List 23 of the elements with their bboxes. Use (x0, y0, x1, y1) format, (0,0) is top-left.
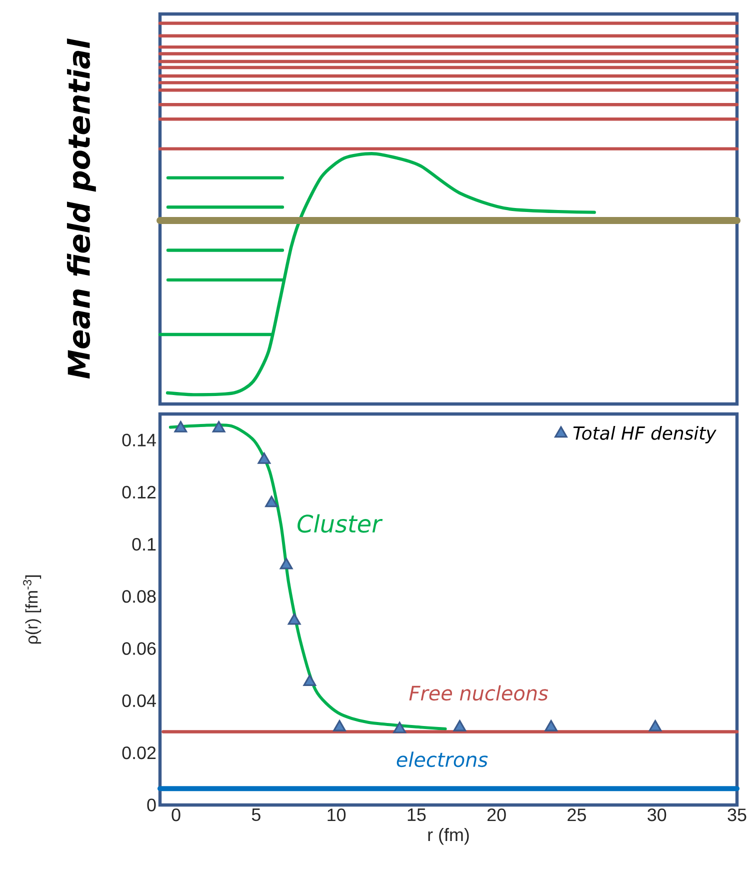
y-tick-label: 0 (147, 798, 156, 812)
y-axis-title: ρ(r) [fm$^{-3}$] (23, 575, 42, 644)
legend-label: Total HF density (573, 426, 716, 444)
y-tick-label: 0.14 (122, 434, 156, 446)
x-tick-label: 10 (328, 808, 346, 822)
y-tick-label: 0.02 (122, 746, 156, 760)
series-label: Cluster (298, 514, 383, 533)
x-tick-label: 0 (172, 808, 180, 822)
x-tick-label: 15 (408, 808, 426, 822)
x-tick-label: 5 (252, 808, 260, 822)
y-tick-label: 0.1 (132, 538, 156, 551)
y-axis-title: Mean field potential (66, 38, 96, 379)
x-tick-label: 25 (568, 808, 586, 822)
y-tick-label: 0.08 (122, 590, 156, 603)
y-tick-label: 0.06 (122, 642, 156, 655)
x-tick-label: 20 (488, 808, 506, 822)
y-tick-label: 0.04 (122, 694, 156, 708)
series-label: Free nucleons (409, 685, 548, 701)
x-tick-label: 35 (728, 808, 746, 822)
x-axis-title: r (fm) (428, 828, 469, 845)
series-label: electrons (396, 752, 488, 768)
x-tick-label: 30 (648, 808, 666, 822)
y-tick-label: 0.12 (122, 486, 156, 499)
